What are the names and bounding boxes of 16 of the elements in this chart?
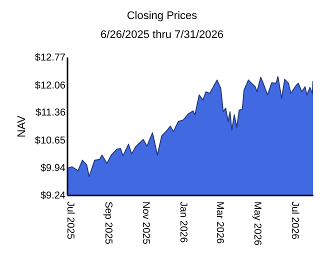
x-tick-label: Jan 2026 xyxy=(178,202,189,244)
y-tick-label: $10.65 xyxy=(34,135,66,146)
y-tick-label: $12.77 xyxy=(34,52,66,64)
y-axis-title: NAV xyxy=(16,114,28,138)
y-tick-label: $9.24 xyxy=(40,190,66,202)
chart-subtitle: 6/26/2025 thru 7/31/2026 xyxy=(100,29,224,41)
x-tick-label: Jul 2026 xyxy=(289,202,300,240)
y-tick-label: $11.36 xyxy=(36,108,66,119)
x-tick-label: Nov 2025 xyxy=(140,202,152,245)
chart-title: Closing Prices xyxy=(126,10,198,22)
x-tick-label: May 2026 xyxy=(252,202,263,246)
y-tick-label: $12.06 xyxy=(34,80,66,92)
x-tick-label: Mar 2026 xyxy=(214,202,226,244)
x-tick-label: Sep 2025 xyxy=(102,202,114,245)
x-tick-label: Jul 2025 xyxy=(64,202,76,240)
y-tick-label: $9.94 xyxy=(40,163,66,174)
